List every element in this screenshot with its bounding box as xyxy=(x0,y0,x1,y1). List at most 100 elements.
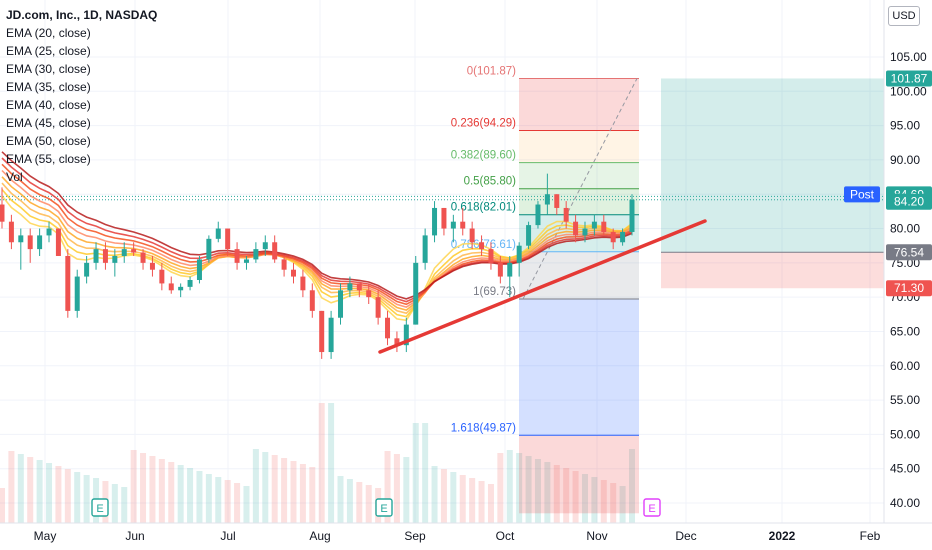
volume-bar xyxy=(553,465,560,523)
earnings-marker-label: E xyxy=(648,503,655,515)
x-tick-label: Aug xyxy=(309,529,330,543)
volume-bar xyxy=(619,486,626,523)
fib-band xyxy=(519,162,639,189)
fib-label: 0.236(94.29) xyxy=(451,117,516,129)
indicator-ema-35[interactable]: EMA (35, close) xyxy=(6,80,91,94)
volume-bar xyxy=(534,459,541,523)
candle-body xyxy=(319,310,325,353)
symbol-title[interactable]: JD.com, Inc., 1D, NASDAQ xyxy=(6,8,158,22)
volume-bar xyxy=(318,403,325,523)
volume-bar xyxy=(469,478,476,523)
candles xyxy=(0,173,635,359)
fib-band xyxy=(519,130,639,163)
candle-body xyxy=(102,249,108,263)
volume-bar xyxy=(497,453,504,523)
volume-bar xyxy=(234,483,241,523)
y-tick-label: 40.00 xyxy=(890,496,920,510)
earnings-marker[interactable]: E xyxy=(643,498,661,517)
earnings-marker[interactable]: E xyxy=(91,498,109,517)
candle-body xyxy=(394,338,400,346)
volume-bar xyxy=(74,472,81,523)
candle-body xyxy=(413,262,419,325)
indicator-ema-20[interactable]: EMA (20, close) xyxy=(6,26,91,40)
indicator-ema-30[interactable]: EMA (30, close) xyxy=(6,62,91,76)
candle-body xyxy=(74,276,80,311)
candle-body xyxy=(563,207,569,222)
earnings-marker-box xyxy=(643,498,661,517)
price-label: 101.87 xyxy=(886,70,932,87)
price-label-text: 84.20 xyxy=(894,195,924,209)
volume-bar xyxy=(271,455,278,523)
volume-bar xyxy=(365,485,372,523)
post-tag-text: Post xyxy=(850,187,875,201)
y-tick-label: 80.00 xyxy=(890,222,920,236)
candle-body xyxy=(432,207,438,236)
candle-body xyxy=(591,221,597,229)
y-tick-label: 90.00 xyxy=(890,153,920,167)
x-tick-label: Sep xyxy=(404,529,426,543)
earnings-marker[interactable]: E xyxy=(375,498,393,517)
candle-body xyxy=(507,262,513,277)
x-tick-label: Oct xyxy=(496,529,515,543)
candle-body xyxy=(403,324,409,346)
drawing-zones xyxy=(0,78,884,514)
ema-line xyxy=(1,176,633,311)
candle-body xyxy=(0,204,5,222)
volume-bar xyxy=(591,477,598,523)
y-tick-label: 95.00 xyxy=(890,119,920,133)
volume-bar xyxy=(403,457,410,523)
volume-bar xyxy=(450,472,457,523)
candle-body xyxy=(573,221,579,236)
candle-body xyxy=(629,199,635,232)
indicator-legend: JD.com, Inc., 1D, NASDAQ EMA (20, close)… xyxy=(6,6,157,186)
indicator-ema-55[interactable]: EMA (55, close) xyxy=(6,152,91,166)
price-label-bg xyxy=(886,280,932,297)
x-tick-label: Feb xyxy=(860,529,881,543)
currency-button[interactable]: USD xyxy=(888,6,920,26)
y-tick-label: 65.00 xyxy=(890,324,920,338)
price-label-text: 101.87 xyxy=(891,71,928,85)
indicator-ema-50[interactable]: EMA (50, close) xyxy=(6,134,91,148)
candle-body xyxy=(159,269,165,284)
volume-bar xyxy=(422,423,429,523)
earnings-marker-box xyxy=(375,498,393,517)
candle-body xyxy=(112,255,118,263)
volume-bar xyxy=(158,459,165,523)
indicator-volume[interactable]: Vol xyxy=(6,170,23,184)
candle-body xyxy=(620,231,626,243)
candle-body xyxy=(234,249,240,263)
earnings-marker-label: E xyxy=(96,503,103,515)
indicator-ema-40[interactable]: EMA (40, close) xyxy=(6,98,91,112)
candle-body xyxy=(479,242,485,250)
volume-bar xyxy=(544,462,551,523)
candle-body xyxy=(544,194,550,205)
candle-body xyxy=(215,228,221,239)
price-label: 76.54 xyxy=(886,244,932,261)
y-axis: 40.0045.0050.0055.0060.0065.0070.0075.00… xyxy=(883,0,927,523)
candle-body xyxy=(601,221,607,232)
fib-band xyxy=(519,78,639,131)
volume-bar xyxy=(487,484,494,523)
y-tick-label: 45.00 xyxy=(890,462,920,476)
indicator-ema-45[interactable]: EMA (45, close) xyxy=(6,116,91,130)
candle-body xyxy=(187,280,193,287)
volume-bar xyxy=(478,481,485,523)
grid xyxy=(0,0,884,523)
volume-bar xyxy=(309,467,316,523)
y-tick-label: 100.00 xyxy=(890,84,927,98)
price-label: 84.20 xyxy=(886,193,932,210)
price-label-bg xyxy=(886,70,932,87)
candle-body xyxy=(262,242,268,250)
volume-bar xyxy=(27,457,34,523)
volume-bar xyxy=(412,423,419,523)
indicator-ema-25[interactable]: EMA (25, close) xyxy=(6,44,91,58)
volume-bar xyxy=(459,475,466,523)
candle-body xyxy=(610,231,616,243)
candle-body xyxy=(178,286,184,291)
volume-bar xyxy=(64,469,71,523)
volume-bar xyxy=(8,451,15,523)
volume-bar xyxy=(149,456,156,523)
